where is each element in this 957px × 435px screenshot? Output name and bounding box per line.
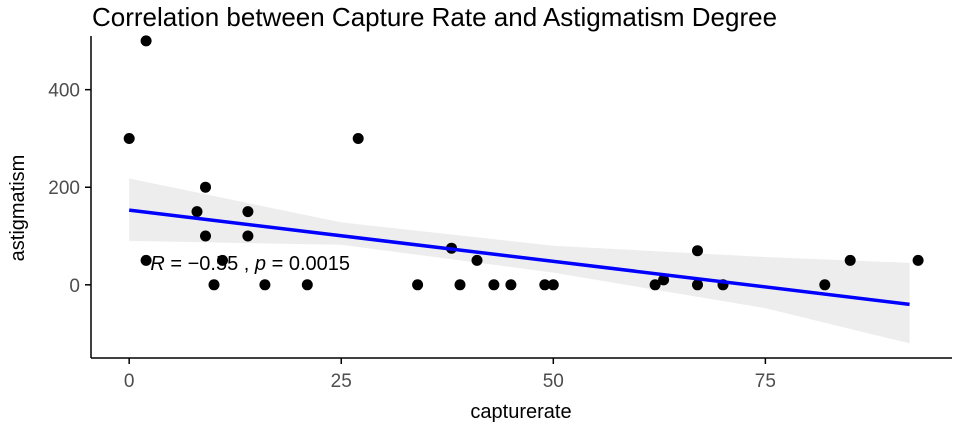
data-point-1 [140, 35, 152, 47]
x-tick-label-25: 25 [331, 371, 352, 392]
y-tick-label-0: 0 [69, 276, 80, 297]
data-point-17 [488, 279, 500, 291]
axes-layer: 0 25 50 75 0 200 400 [48, 36, 952, 392]
data-point-13 [412, 279, 424, 291]
data-point-19 [539, 279, 551, 291]
data-point-3 [191, 206, 203, 218]
x-tick-label-75: 75 [755, 371, 776, 392]
data-point-16 [471, 254, 483, 266]
y-axis-label: astigmatism [7, 155, 29, 262]
data-point-24 [692, 279, 703, 291]
data-point-20 [547, 279, 559, 291]
data-point-6 [208, 279, 220, 291]
data-point-8 [242, 206, 254, 218]
data-point-0 [123, 133, 135, 144]
data-point-4 [200, 181, 211, 193]
regression-line-layer [128, 208, 910, 307]
confidence-band-layer [129, 178, 910, 344]
confidence-band [129, 178, 910, 344]
data-point-5 [200, 230, 211, 242]
x-axis-label: capturerate [470, 401, 571, 423]
y-tick-label-400: 400 [48, 81, 80, 102]
data-point-10 [259, 279, 271, 291]
data-point-11 [301, 279, 313, 291]
data-point-26 [819, 279, 831, 291]
data-point-18 [505, 279, 517, 291]
x-tick-label-50: 50 [543, 371, 564, 392]
data-point-15 [454, 279, 466, 291]
annotation-layer: R = −0.55 , p = 0.0015 [150, 253, 350, 275]
y-tick-label-200: 200 [48, 178, 80, 199]
points-layer [123, 35, 924, 291]
chart-title: Correlation between Capture Rate and Ast… [92, 2, 777, 32]
regression-line [128, 208, 910, 307]
data-point-12 [352, 133, 364, 144]
data-point-9 [242, 230, 254, 242]
correlation-annotation: R = −0.55 , p = 0.0015 [150, 253, 350, 275]
data-point-23 [692, 245, 703, 257]
data-point-7 [217, 254, 228, 266]
data-point-2 [140, 254, 152, 266]
data-point-21 [649, 279, 661, 291]
data-point-28 [912, 254, 924, 266]
data-point-27 [844, 254, 856, 266]
x-tick-label-0: 0 [124, 371, 135, 392]
data-point-22 [658, 274, 670, 286]
